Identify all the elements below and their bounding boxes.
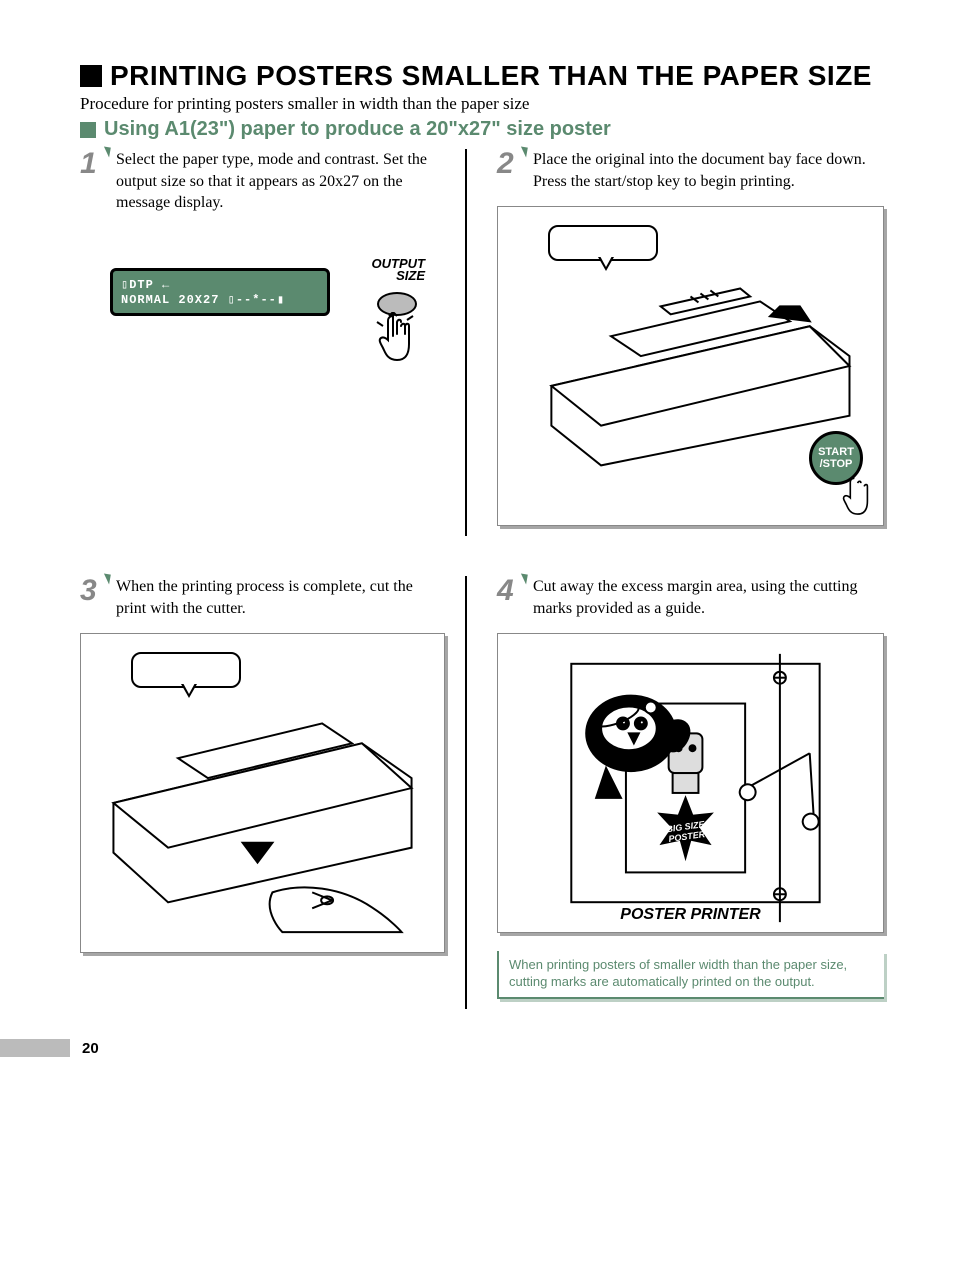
- poster-printer-label: POSTER PRINTER: [498, 906, 883, 924]
- page-number: 20: [82, 1040, 99, 1057]
- step-3: 3 When the printing process is complete,…: [80, 576, 467, 1009]
- step-text: Place the original into the document bay…: [533, 149, 884, 192]
- subtitle-row: Using A1(23") paper to produce a 20"x27"…: [80, 118, 884, 141]
- speech-bubble: [131, 652, 241, 688]
- procedure-line: Procedure for printing posters smaller i…: [80, 94, 884, 114]
- step-4: 4 Cut away the excess margin area, using…: [497, 576, 884, 1009]
- step-number: 1: [80, 149, 108, 214]
- mascot-poster-icon: BIG SIZE POSTER: [498, 634, 883, 932]
- lcd-line2: NORMAL 20X27 ▯--*--▮: [121, 292, 319, 307]
- step-text: Cut away the excess margin area, using t…: [533, 576, 884, 619]
- subtitle-bullet: [80, 122, 96, 138]
- subtitle: Using A1(23") paper to produce a 20"x27"…: [104, 118, 611, 141]
- page-footer: 20: [70, 1039, 884, 1057]
- footer-bar: [0, 1039, 70, 1057]
- output-size-label: OUTPUT SIZE: [372, 258, 425, 283]
- hand-icon: [373, 312, 417, 366]
- step-4-illustration: BIG SIZE POSTER POSTER PRINTER: [497, 633, 884, 933]
- step-2-illustration: START /STOP: [497, 206, 884, 526]
- title-bullet: [80, 65, 102, 87]
- step-1: 1 Select the paper type, mode and contra…: [80, 149, 467, 536]
- step-2: 2 Place the original into the document b…: [497, 149, 884, 536]
- title-row: PRINTING POSTERS SMALLER THAN THE PAPER …: [80, 60, 884, 92]
- step-text: Select the paper type, mode and contrast…: [116, 149, 445, 214]
- main-title: PRINTING POSTERS SMALLER THAN THE PAPER …: [110, 60, 872, 92]
- speech-bubble: [548, 225, 658, 261]
- step-number: 4: [497, 576, 525, 619]
- note-box: When printing posters of smaller width t…: [497, 951, 884, 999]
- hand-icon: [837, 475, 875, 519]
- step-1-illustration: ▯DTP ← NORMAL 20X27 ▯--*--▮ OUTPUT SIZE: [80, 228, 445, 388]
- step-3-illustration: [80, 633, 445, 953]
- step-number: 3: [80, 576, 108, 619]
- step-text: When the printing process is complete, c…: [116, 576, 445, 619]
- lcd-line1: ▯DTP ←: [121, 277, 319, 292]
- step-number: 2: [497, 149, 525, 192]
- lcd-display: ▯DTP ← NORMAL 20X27 ▯--*--▮: [110, 268, 330, 316]
